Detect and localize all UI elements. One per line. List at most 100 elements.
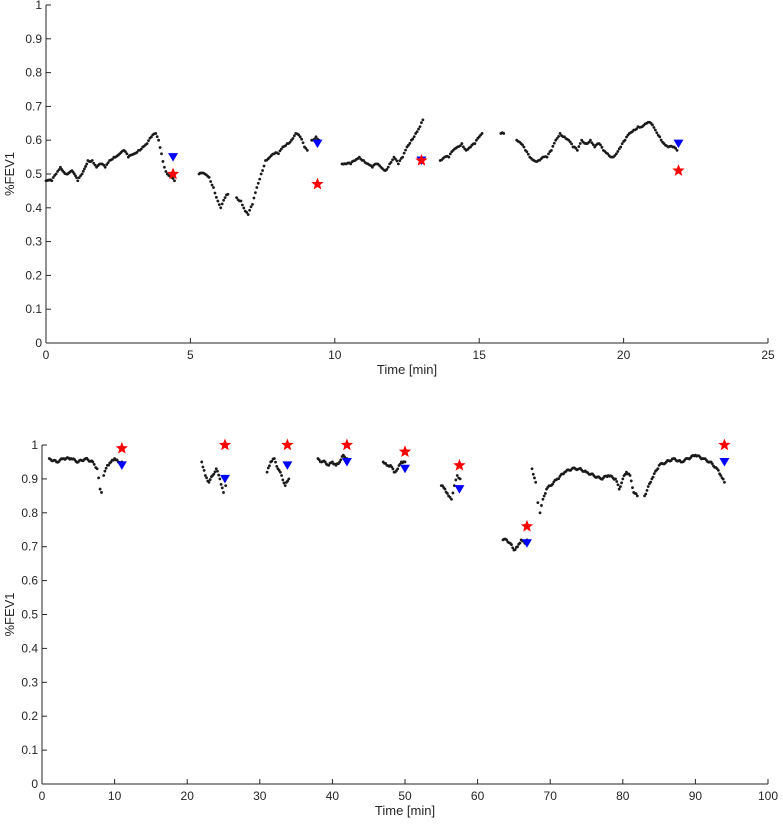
data-point — [284, 144, 288, 147]
data-point — [213, 470, 217, 474]
data-point — [389, 160, 393, 164]
data-point — [655, 131, 659, 135]
data-point — [317, 458, 321, 462]
data-point — [220, 486, 224, 490]
data-point — [288, 140, 292, 144]
data-point — [91, 460, 95, 464]
data-point — [207, 480, 211, 484]
data-point — [305, 148, 309, 152]
star-marker — [115, 441, 129, 454]
data-point — [591, 143, 595, 147]
data-point — [286, 479, 290, 483]
data-point — [540, 504, 543, 507]
data-point — [279, 147, 283, 151]
data-point — [404, 148, 407, 152]
data-point — [275, 464, 279, 468]
data-point — [248, 208, 252, 212]
data-point — [282, 481, 286, 485]
data-point — [628, 474, 632, 477]
data-point — [623, 138, 627, 142]
y-tick-label: 0 — [31, 777, 38, 791]
y-tick-label: 0 — [35, 336, 42, 350]
data-point — [76, 179, 80, 183]
data-point — [212, 186, 215, 189]
data-point — [443, 487, 447, 491]
data-point — [163, 165, 166, 169]
data-point — [543, 492, 547, 495]
data-point — [256, 181, 260, 185]
data-point — [147, 139, 150, 143]
data-point — [218, 477, 222, 481]
data-point — [518, 541, 522, 545]
data-point — [300, 137, 303, 141]
y-tick-label: 0.2 — [21, 709, 38, 723]
data-point — [125, 152, 129, 156]
data-point — [590, 141, 594, 145]
y-tick-label: 0.7 — [25, 99, 42, 113]
data-point — [522, 145, 526, 149]
data-point — [530, 467, 534, 471]
data-point — [616, 483, 620, 487]
data-point — [297, 133, 301, 137]
data-point — [454, 478, 458, 482]
data-point — [357, 155, 361, 159]
x-axis-title: Time [min] — [375, 803, 435, 818]
data-point — [349, 162, 353, 166]
y-tick-label: 0.9 — [25, 32, 42, 46]
data-point — [104, 466, 108, 470]
data-point — [390, 465, 394, 469]
data-point — [578, 142, 582, 145]
data-point — [396, 162, 400, 166]
data-point — [242, 206, 246, 210]
data-point — [401, 155, 405, 159]
data-point — [656, 467, 660, 471]
data-point — [541, 497, 545, 501]
data-point — [223, 196, 227, 200]
data-point — [339, 458, 343, 462]
data-point — [331, 460, 334, 464]
data-point — [469, 145, 472, 149]
data-point — [219, 206, 223, 210]
y-tick-label: 0.3 — [25, 235, 42, 249]
data-point — [545, 155, 549, 159]
data-point — [719, 474, 723, 477]
star-marker — [718, 438, 731, 451]
data-point — [635, 494, 639, 498]
y-tick-label: 0.3 — [21, 675, 38, 689]
y-tick-label: 0.6 — [21, 574, 38, 588]
data-point — [403, 460, 407, 464]
data-point — [599, 143, 602, 147]
data-point — [209, 180, 213, 183]
star-marker — [672, 164, 685, 176]
data-point — [634, 492, 638, 496]
data-point — [75, 176, 79, 180]
triangle-marker — [219, 474, 230, 484]
data-point — [474, 138, 478, 142]
data-point — [459, 144, 462, 148]
y-axis-title: %FEV1 — [2, 592, 17, 636]
x-tick-label: 5 — [187, 348, 194, 362]
data-point — [203, 474, 207, 477]
data-point — [618, 485, 622, 489]
y-tick-label: 0.5 — [21, 608, 38, 622]
data-point — [164, 170, 168, 173]
data-point — [298, 135, 302, 139]
y-tick-label: 1 — [35, 0, 42, 12]
data-point — [625, 135, 628, 139]
y-tick-label: 0.8 — [25, 66, 42, 80]
data-point — [550, 148, 553, 152]
data-point — [646, 485, 650, 488]
data-point — [385, 167, 389, 171]
data-point — [270, 459, 274, 463]
data-point — [278, 470, 282, 474]
data-point — [502, 132, 506, 135]
data-point — [222, 198, 226, 202]
data-point — [277, 152, 280, 156]
data-point — [57, 168, 61, 172]
data-point — [418, 125, 422, 129]
data-point — [201, 465, 205, 469]
data-point — [448, 495, 452, 499]
data-point — [445, 492, 449, 495]
data-point — [216, 199, 220, 203]
